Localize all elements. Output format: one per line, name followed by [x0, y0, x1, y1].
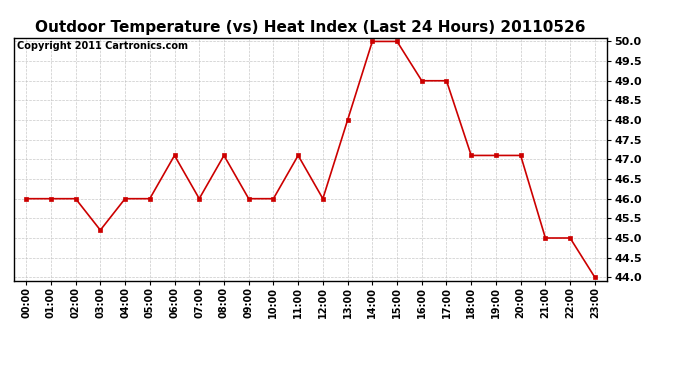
Title: Outdoor Temperature (vs) Heat Index (Last 24 Hours) 20110526: Outdoor Temperature (vs) Heat Index (Las… — [35, 20, 586, 35]
Text: Copyright 2011 Cartronics.com: Copyright 2011 Cartronics.com — [17, 41, 188, 51]
